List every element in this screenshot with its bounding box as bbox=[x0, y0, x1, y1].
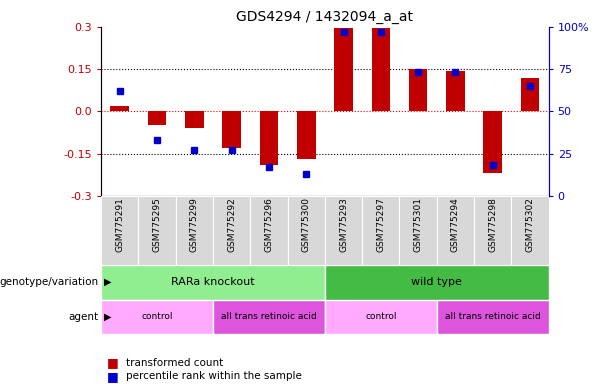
Text: transformed count: transformed count bbox=[126, 358, 223, 368]
Bar bbox=[101, 300, 213, 334]
Bar bbox=[325, 300, 436, 334]
Bar bbox=[287, 196, 325, 265]
Text: percentile rank within the sample: percentile rank within the sample bbox=[126, 371, 302, 381]
Bar bbox=[250, 196, 287, 265]
Bar bbox=[436, 300, 549, 334]
Text: ▶: ▶ bbox=[104, 277, 112, 287]
Text: all trans retinoic acid: all trans retinoic acid bbox=[221, 312, 317, 321]
Bar bbox=[101, 196, 139, 265]
Bar bbox=[101, 265, 325, 300]
Bar bbox=[185, 111, 204, 128]
Text: GSM775291: GSM775291 bbox=[115, 197, 124, 252]
Text: ▶: ▶ bbox=[104, 312, 112, 322]
Text: GSM775294: GSM775294 bbox=[451, 197, 460, 252]
Text: GSM775298: GSM775298 bbox=[488, 197, 497, 252]
Bar bbox=[325, 265, 549, 300]
Bar bbox=[148, 111, 166, 126]
Bar bbox=[110, 106, 129, 111]
Text: ■: ■ bbox=[107, 370, 119, 383]
Bar bbox=[213, 196, 250, 265]
Bar bbox=[511, 196, 549, 265]
Bar bbox=[400, 196, 436, 265]
Text: GSM775295: GSM775295 bbox=[153, 197, 162, 252]
Text: agent: agent bbox=[68, 312, 98, 322]
Text: wild type: wild type bbox=[411, 277, 462, 287]
Bar bbox=[436, 196, 474, 265]
Text: genotype/variation: genotype/variation bbox=[0, 277, 98, 287]
Bar bbox=[139, 196, 176, 265]
Title: GDS4294 / 1432094_a_at: GDS4294 / 1432094_a_at bbox=[237, 10, 413, 25]
Bar bbox=[260, 111, 278, 165]
Text: GSM775292: GSM775292 bbox=[227, 197, 236, 252]
Text: GSM775301: GSM775301 bbox=[414, 197, 422, 252]
Text: GSM775297: GSM775297 bbox=[376, 197, 386, 252]
Bar bbox=[297, 111, 316, 159]
Text: control: control bbox=[142, 312, 173, 321]
Bar bbox=[325, 196, 362, 265]
Text: GSM775296: GSM775296 bbox=[264, 197, 273, 252]
Bar bbox=[362, 196, 400, 265]
Text: all trans retinoic acid: all trans retinoic acid bbox=[445, 312, 541, 321]
Bar bbox=[371, 28, 390, 111]
Text: GSM775300: GSM775300 bbox=[302, 197, 311, 252]
Bar bbox=[213, 300, 325, 334]
Bar bbox=[409, 69, 427, 111]
Bar bbox=[334, 28, 353, 111]
Bar bbox=[446, 71, 465, 111]
Bar bbox=[484, 111, 502, 173]
Bar bbox=[223, 111, 241, 148]
Text: RARa knockout: RARa knockout bbox=[171, 277, 255, 287]
Text: GSM775293: GSM775293 bbox=[339, 197, 348, 252]
Text: control: control bbox=[365, 312, 397, 321]
Text: ■: ■ bbox=[107, 356, 119, 369]
Bar bbox=[520, 78, 539, 111]
Bar bbox=[176, 196, 213, 265]
Text: GSM775299: GSM775299 bbox=[190, 197, 199, 252]
Bar bbox=[474, 196, 511, 265]
Text: GSM775302: GSM775302 bbox=[525, 197, 535, 252]
